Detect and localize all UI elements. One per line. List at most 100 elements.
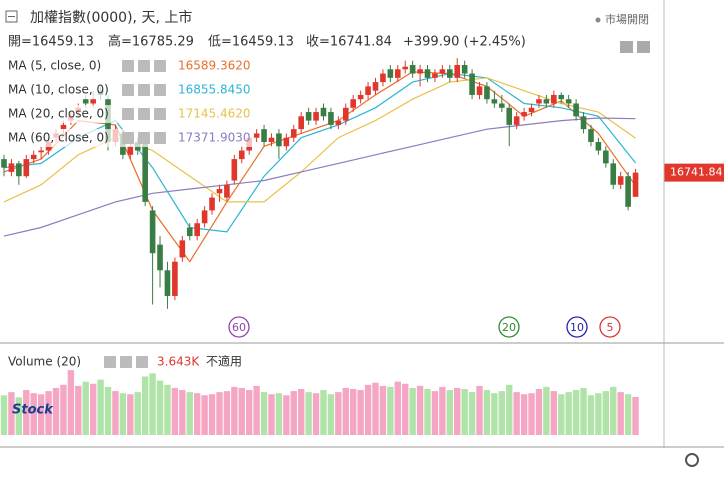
volume-bar — [617, 392, 624, 435]
candle-body — [142, 141, 148, 202]
volume-bar — [67, 370, 75, 435]
volume-bar — [357, 390, 364, 435]
candle-body — [231, 159, 238, 181]
candle-body — [186, 227, 193, 237]
candle-body — [16, 163, 22, 177]
legend-readout: 16589.3620 — [178, 59, 251, 73]
volume-bar — [476, 385, 483, 435]
candle-body — [447, 69, 453, 78]
legend-icon[interactable] — [138, 108, 150, 120]
candle-body — [513, 116, 520, 125]
volume-bar — [89, 383, 97, 435]
legend-icon[interactable] — [154, 132, 166, 144]
ma-line — [3, 117, 636, 237]
volume-bar — [431, 391, 439, 435]
volume-bar — [208, 394, 216, 435]
volume-bar — [580, 387, 587, 435]
volume-icon[interactable] — [104, 356, 116, 368]
candle-body — [454, 65, 461, 78]
scroll-button[interactable] — [637, 41, 650, 53]
volume-bar — [461, 389, 468, 435]
candle-body — [625, 176, 631, 207]
volume-bar — [446, 390, 453, 435]
volume-bar — [186, 392, 193, 435]
legend-icon[interactable] — [154, 84, 166, 96]
candle-body — [476, 86, 483, 95]
candle-body — [617, 176, 624, 185]
volume-bar — [624, 394, 632, 435]
legend-icon[interactable] — [122, 60, 134, 72]
volume-bar — [75, 385, 82, 435]
volume-bar — [97, 379, 104, 435]
legend-icon[interactable] — [138, 132, 150, 144]
volume-bar — [409, 387, 416, 435]
candle-body — [328, 112, 334, 125]
candle-body — [201, 210, 208, 224]
candle-body — [38, 150, 44, 153]
candle-body — [194, 223, 200, 237]
volume-bar — [416, 385, 424, 435]
volume-bar — [550, 391, 558, 435]
candle-body — [432, 73, 438, 78]
legend-icon[interactable] — [122, 108, 134, 120]
legend-readout: 16855.8450 — [178, 83, 251, 97]
volume-bar — [372, 382, 379, 435]
volume-bar — [119, 393, 127, 435]
price-tag: 16741.84 — [670, 166, 723, 179]
candle-body — [172, 261, 178, 296]
volume-bar — [179, 390, 186, 435]
volume-bar — [216, 392, 223, 435]
candle-body — [439, 69, 446, 74]
volume-bar — [572, 390, 580, 435]
volume-bar — [498, 391, 506, 435]
volume-bar — [260, 392, 268, 435]
legend-icon[interactable] — [122, 132, 134, 144]
volume-bar — [104, 386, 112, 435]
volume-bar — [535, 389, 543, 435]
candle-body — [350, 99, 357, 108]
volume-bar — [82, 381, 89, 435]
legend-readout: 17145.4620 — [178, 107, 251, 121]
volume-bar — [60, 384, 67, 435]
legend-icon[interactable] — [138, 60, 150, 72]
volume-bar — [15, 397, 23, 435]
volume-bar — [350, 389, 357, 435]
candle-body — [387, 69, 394, 78]
candle-body — [313, 112, 319, 121]
market-status[interactable]: 市場開閉 — [605, 12, 649, 26]
candle-body — [588, 129, 594, 142]
candle-body — [565, 99, 572, 104]
candle-body — [298, 116, 304, 130]
legend-icon[interactable] — [122, 84, 134, 96]
volume-bar — [327, 394, 335, 435]
volume-bar — [483, 390, 491, 435]
legend-icon[interactable] — [154, 60, 166, 72]
candle-body — [558, 94, 565, 100]
scroll-button[interactable] — [620, 41, 633, 53]
chart-title: 加權指數(0000), 天, 上市 — [30, 9, 192, 26]
candle-body — [536, 99, 542, 104]
settings-icon[interactable] — [685, 453, 699, 467]
ohlc-open: 開=16459.13 — [8, 35, 94, 50]
legend-name: MA (5, close, 0) — [8, 59, 101, 73]
volume-icon[interactable] — [120, 356, 132, 368]
volume-bar — [0, 395, 8, 435]
volume-icon[interactable] — [136, 356, 148, 368]
legend-icon[interactable] — [154, 108, 166, 120]
annotation-label: 60 — [232, 321, 246, 334]
collapse-icon[interactable] — [5, 10, 18, 23]
candle-body — [157, 244, 163, 271]
legend-icon[interactable] — [138, 84, 150, 96]
volume-bar — [283, 395, 290, 435]
candle-body — [149, 210, 156, 254]
candle-body — [380, 73, 386, 83]
volume-bar — [164, 384, 171, 435]
candle-body — [305, 112, 312, 121]
volume-bar — [379, 385, 387, 435]
candle-body — [499, 103, 505, 108]
candle-body — [461, 65, 468, 74]
watermark: Stock — [12, 403, 54, 418]
volume-note: 不適用 — [206, 354, 242, 369]
volume-bar — [491, 393, 498, 435]
volume-bar — [37, 394, 45, 435]
